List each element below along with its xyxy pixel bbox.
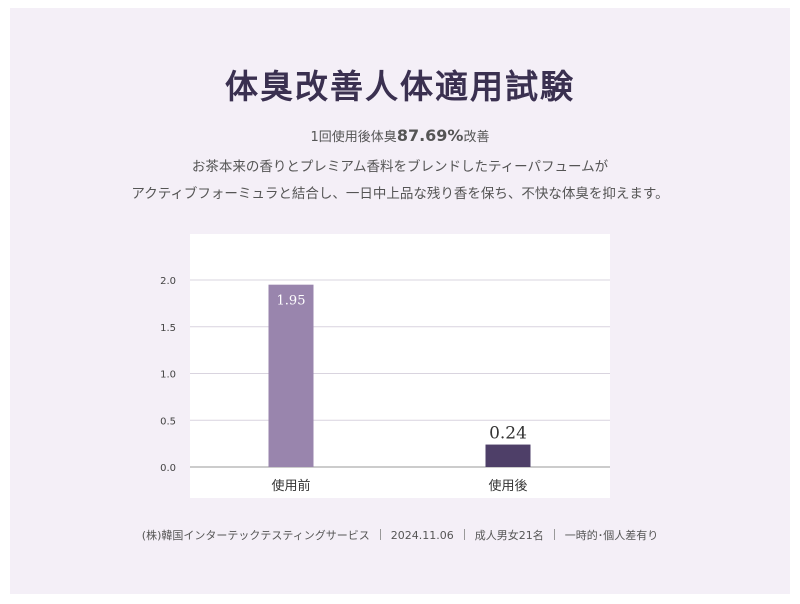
description-line-1: お茶本来の香りとプレミアム香料をブレンドしたティーパフュームが: [191, 159, 609, 175]
headline: 1回使用後体臭87.69%改善: [0, 126, 800, 145]
x-tick-label: 使用前: [271, 478, 310, 494]
x-tick-label: 使用後: [488, 478, 527, 494]
footer-separator: [463, 529, 465, 540]
footer-separator: [379, 529, 381, 540]
bar-before: [268, 284, 314, 467]
footer: (株)韓国インターテックテスティングサービス 2024.11.06 成人男女21名 一…: [0, 527, 800, 543]
chart-background: [190, 234, 610, 498]
description-line-2: アクティブフォーミュラと結合し、一日中上品な残り香を保ち、不快な体臭を抑えます。: [131, 186, 669, 202]
y-tick-label: 0.5: [160, 416, 176, 427]
y-tick-label: 2.0: [160, 276, 176, 287]
headline-prefix: 1回使用後体臭: [310, 130, 397, 145]
headline-suffix: 改善: [463, 130, 490, 145]
data-label: 1.95: [277, 294, 306, 309]
footer-source: (株)韓国インターテックテスティングサービス: [141, 529, 370, 542]
data-label: 0.24: [489, 424, 527, 444]
bar-after: [485, 444, 531, 467]
footer-date: 2024.11.06: [390, 529, 454, 542]
headline-value: 87.69%: [396, 126, 464, 145]
y-tick-label: 0.0: [160, 463, 176, 474]
page-title: 体臭改善人体適用試験: [225, 67, 575, 106]
y-tick-label: 1.0: [160, 370, 176, 381]
footer-subjects: 成人男女21名: [474, 529, 544, 542]
y-tick-label: 1.5: [160, 323, 176, 334]
footer-note: 一時的･個人差有り: [564, 529, 659, 542]
footer-separator: [553, 529, 555, 540]
